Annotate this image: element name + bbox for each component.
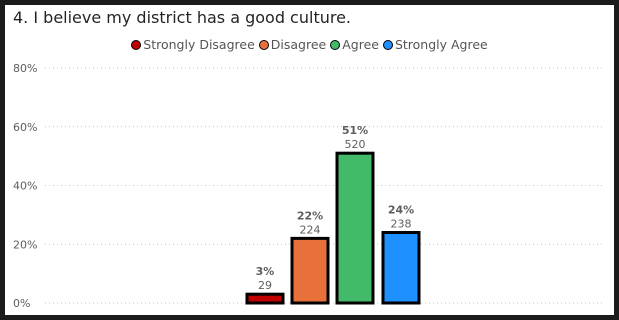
- bar-count-label: 29: [258, 279, 272, 292]
- bar-count-label: 224: [300, 223, 321, 236]
- bar-count-label: 238: [391, 218, 412, 231]
- bar[interactable]: [335, 151, 375, 305]
- legend-swatch-icon: [258, 39, 269, 50]
- bar-percent-label: 22%: [297, 209, 323, 222]
- legend-label: Disagree: [270, 37, 327, 52]
- bar-percent-label: 51%: [342, 124, 368, 137]
- bar[interactable]: [381, 231, 421, 305]
- legend-item[interactable]: Agree: [330, 37, 379, 52]
- legend-item[interactable]: Disagree: [258, 37, 327, 52]
- bar-chart-plot: 0% 20% 40% 60% 80% 3%29 22%224 51%520 24%238: [13, 62, 605, 310]
- bar-percent-label: 24%: [388, 204, 414, 217]
- legend-swatch-icon: [131, 39, 142, 50]
- y-tick-label: 40%: [13, 180, 37, 193]
- y-tick-label: 0%: [13, 297, 30, 310]
- bar[interactable]: [290, 236, 330, 305]
- y-tick-label: 20%: [13, 238, 37, 251]
- legend-label: Agree: [342, 37, 379, 52]
- bar[interactable]: [245, 292, 285, 305]
- chart-title: 4. I believe my district has a good cult…: [13, 8, 352, 27]
- legend-item[interactable]: Strongly Disagree: [131, 37, 255, 52]
- legend-label: Strongly Disagree: [143, 37, 255, 52]
- legend-item[interactable]: Strongly Agree: [382, 37, 488, 52]
- y-tick-label: 80%: [13, 62, 37, 75]
- legend-swatch-icon: [382, 39, 393, 50]
- bar-count-label: 520: [345, 138, 366, 151]
- chart-card: 4. I believe my district has a good cult…: [5, 5, 614, 315]
- legend-label: Strongly Agree: [394, 37, 488, 52]
- y-tick-label: 60%: [13, 121, 37, 134]
- bar-percent-label: 3%: [256, 265, 275, 278]
- chart-legend: Strongly Disagree Disagree Agree Strongly A…: [5, 37, 614, 52]
- legend-swatch-icon: [330, 39, 341, 50]
